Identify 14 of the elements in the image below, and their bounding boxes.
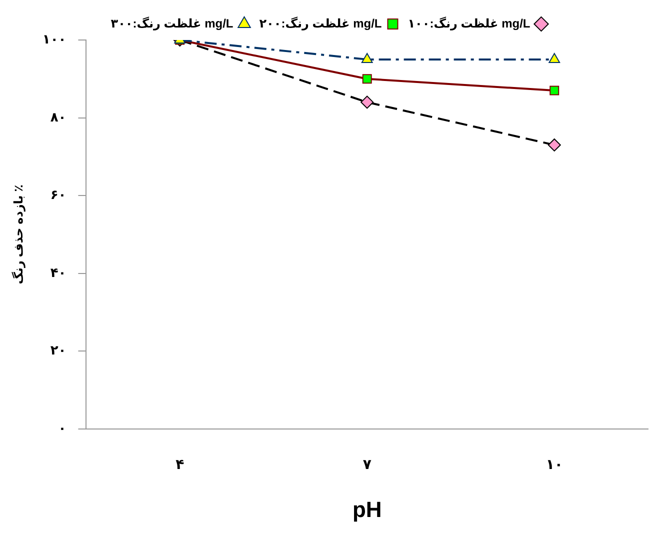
y-tick-label: ۰ (58, 420, 66, 436)
x-tick-label: ۴ (176, 456, 185, 472)
y-tick-label: ۱۰۰ (42, 32, 66, 47)
y-tick-label: ۸۰ (50, 109, 66, 124)
y-tick-label: ۶۰ (50, 187, 66, 202)
y-tick-label: ۴۰ (50, 264, 66, 280)
y-tick-label: ۲۰ (50, 342, 66, 358)
legend-label: غلظت رنگ:۲۰۰ mg/L (259, 16, 382, 30)
y-axis-title: بازده حذف رنگ ٪ (12, 184, 26, 284)
x-tick-label: ۷ (362, 456, 372, 472)
x-tick-label: ۱۰ (546, 456, 563, 472)
x-axis-title: pH (352, 496, 382, 522)
legend-label: غلظت رنگ:۳۰۰ mg/L (110, 16, 234, 30)
legend-label: غلظت رنگ:۱۰۰ mg/L (408, 16, 530, 30)
